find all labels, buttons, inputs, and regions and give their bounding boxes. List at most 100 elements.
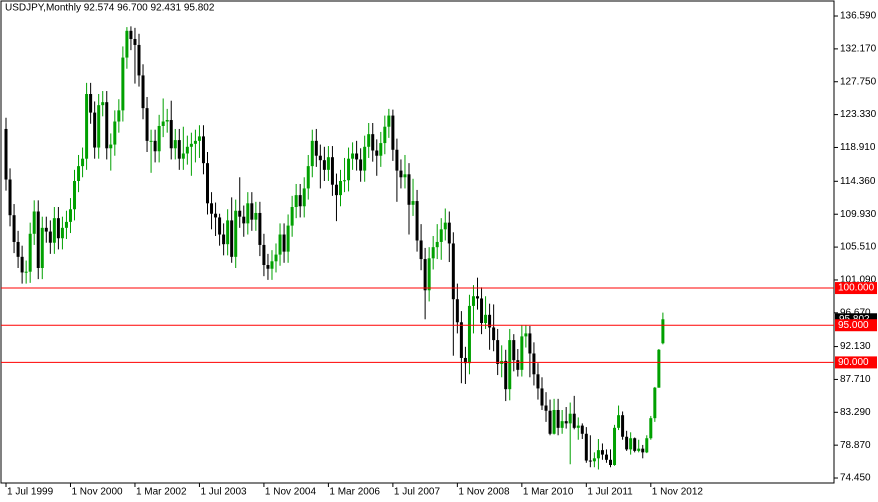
- candle-body: [250, 203, 254, 220]
- candle-body: [471, 296, 475, 306]
- candle-body: [169, 120, 173, 149]
- candle-body: [52, 218, 56, 243]
- x-tick-label: 1 Mar 2010: [523, 487, 574, 498]
- candle-body: [653, 387, 657, 419]
- candle-body: [524, 333, 528, 337]
- candle-body: [242, 216, 246, 224]
- candle-body: [4, 128, 8, 180]
- candle-body: [367, 134, 371, 147]
- y-tick-label: 118.910: [840, 142, 876, 153]
- y-tick-label: 105.510: [840, 242, 877, 253]
- candle-body: [387, 115, 391, 127]
- candle-body: [81, 158, 85, 167]
- candle-body: [613, 427, 617, 466]
- x-tick-label: 1 Mar 2002: [136, 487, 187, 498]
- candle-body: [101, 102, 105, 106]
- candle-body: [508, 340, 512, 390]
- candle-body: [133, 38, 137, 45]
- candle-body: [185, 146, 189, 154]
- candle-body: [407, 174, 411, 205]
- candle-body: [181, 153, 185, 159]
- candle-body: [641, 448, 645, 453]
- y-tick-label: 132.170: [840, 44, 877, 55]
- candle-body: [262, 244, 266, 266]
- candle-body: [246, 203, 250, 224]
- candle-body: [85, 94, 89, 159]
- candle-body: [560, 421, 564, 428]
- candle-body: [596, 450, 600, 459]
- candle-body: [443, 222, 447, 230]
- candle-body: [286, 225, 290, 252]
- candle-body: [145, 108, 149, 141]
- candle-body: [60, 227, 64, 239]
- candle-body: [492, 327, 496, 341]
- candle-body: [149, 140, 153, 142]
- candle-body: [423, 259, 427, 291]
- candle-body: [427, 258, 431, 291]
- candle-body: [278, 234, 282, 255]
- candle-body: [459, 322, 463, 358]
- candle-body: [121, 57, 125, 111]
- candle-body: [431, 247, 435, 259]
- candle-body: [637, 448, 641, 451]
- candle-body: [609, 459, 612, 466]
- candle-body: [536, 374, 540, 389]
- candle-body: [20, 256, 24, 273]
- y-tick-label: 101.090: [840, 275, 877, 286]
- candle-body: [197, 136, 201, 141]
- candle-body: [294, 195, 298, 208]
- y-tick-label: 83.290: [840, 407, 871, 418]
- x-tick-label: 1 Mar 2006: [329, 487, 380, 498]
- candle-body: [496, 340, 500, 364]
- candle-body: [258, 212, 262, 245]
- x-tick-label: 1 Nov 2000: [71, 487, 123, 498]
- candle-body: [230, 220, 234, 257]
- candle-body: [343, 180, 347, 182]
- candle-body: [12, 215, 16, 242]
- candle-body: [68, 209, 72, 222]
- candle-body: [383, 126, 387, 144]
- candle-body: [310, 140, 314, 167]
- candle-body: [411, 201, 415, 205]
- x-tick-label: 1 Jul 2003: [200, 487, 247, 498]
- candle-body: [141, 75, 145, 109]
- candle-body: [564, 421, 568, 424]
- candle-body: [206, 163, 209, 204]
- candle-body: [415, 201, 419, 241]
- candle-body: [64, 221, 68, 228]
- x-tick-label: 1 Jul 1999: [7, 487, 54, 498]
- candle-body: [193, 140, 197, 144]
- candle-body: [520, 336, 524, 370]
- candle-body: [649, 418, 653, 439]
- candle-body: [391, 115, 395, 150]
- candle-body: [290, 207, 294, 226]
- candle-body: [129, 30, 133, 39]
- candle-body: [32, 211, 36, 234]
- candle-body: [351, 153, 355, 159]
- candle-body: [330, 157, 334, 185]
- candle-body: [463, 357, 467, 364]
- y-tick-label: 123.330: [840, 109, 877, 120]
- candle-body: [302, 188, 306, 207]
- candle-body: [399, 170, 403, 178]
- y-tick-label: 74.450: [840, 473, 871, 484]
- candle-body: [439, 229, 443, 242]
- y-tick-label: 114.360: [840, 176, 876, 187]
- candle-body: [97, 105, 101, 148]
- candle-body: [395, 149, 399, 171]
- candle-body: [451, 243, 455, 300]
- candle-body: [375, 150, 379, 156]
- candle-body: [44, 227, 48, 232]
- candle-body: [226, 220, 230, 245]
- y-tick-label: 136.590: [840, 11, 877, 22]
- x-tick-label: 1 Nov 2008: [458, 487, 510, 498]
- level-label: 95.000: [838, 320, 869, 331]
- candle-body: [584, 433, 588, 461]
- level-label-box: [835, 319, 877, 332]
- candle-body: [89, 94, 93, 113]
- candle-body: [282, 234, 286, 252]
- candle-body: [137, 44, 141, 76]
- level-label: 100.000: [838, 283, 875, 294]
